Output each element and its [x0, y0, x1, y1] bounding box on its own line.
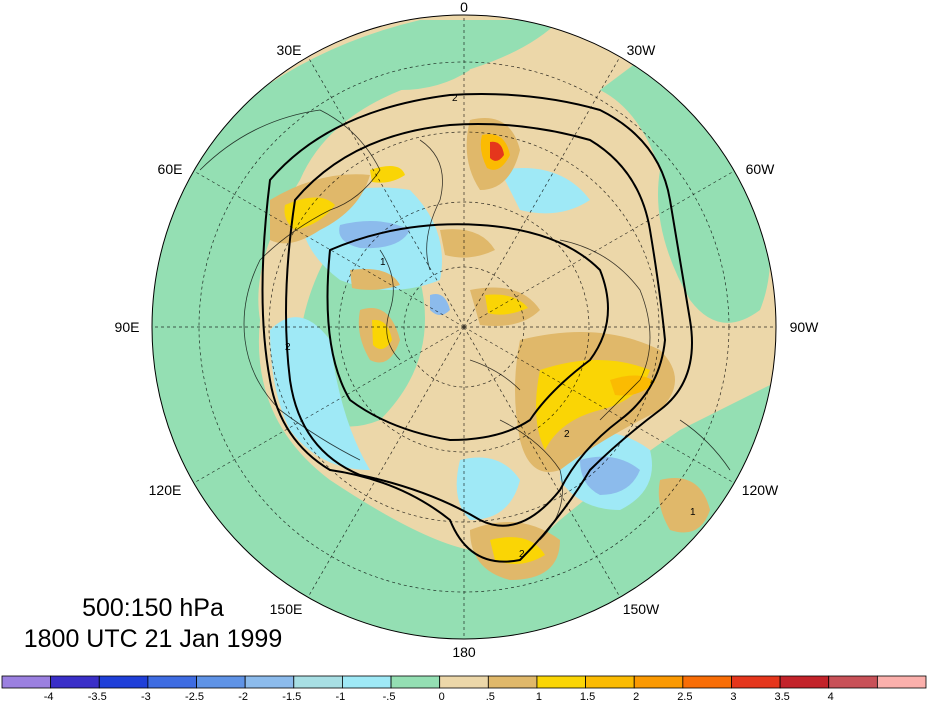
colorbar-swatch — [390, 675, 441, 689]
colorbar-label: -4 — [44, 691, 54, 702]
map-boundary-circle — [151, 14, 777, 640]
contour-label: 2 — [452, 93, 458, 104]
meridian-line — [463, 326, 735, 484]
title-level: 500:150 hPa — [82, 594, 224, 622]
colorbar-label: -3.5 — [88, 691, 107, 702]
colorbar-swatch — [196, 675, 246, 689]
lon-label-90w: 90W — [790, 319, 820, 335]
colorbar-label: 0 — [439, 691, 445, 702]
lon-label-60e: 60E — [158, 161, 183, 177]
lon-label-150e: 150E — [270, 601, 303, 617]
colorbar-swatch — [293, 675, 343, 689]
colorbar-label: 1 — [536, 691, 542, 702]
colorbar-swatch — [585, 675, 635, 689]
meridian-line — [307, 326, 465, 598]
colorbar-swatch — [633, 675, 684, 689]
title-datetime: 1800 UTC 21 Jan 1999 — [24, 625, 283, 653]
contour-label: 2 — [519, 549, 525, 560]
meridian-line — [193, 170, 465, 328]
meridian-line — [307, 56, 465, 328]
lon-label-150w: 150W — [623, 601, 660, 617]
colorbar-label: -1.5 — [282, 691, 301, 702]
colorbar-swatch — [1, 675, 52, 689]
colorbar-swatch — [439, 675, 489, 689]
colorbar-label: .5 — [486, 691, 495, 702]
meridian-line — [463, 56, 621, 328]
colorbar-label: -.5 — [383, 691, 396, 702]
colorbar-swatch — [779, 675, 830, 689]
meridian-line — [193, 326, 465, 484]
lon-label-180: 180 — [452, 644, 476, 660]
colorbar-swatch — [147, 675, 197, 689]
contour-label: 1 — [690, 507, 696, 518]
colorbar-swatch — [682, 675, 732, 689]
colorbar-label: -1 — [336, 691, 346, 702]
colorbar-label: 3 — [730, 691, 736, 702]
colorbar-swatch — [342, 675, 392, 689]
colorbar-swatch — [731, 675, 781, 689]
colorbar-label: 1.5 — [580, 691, 595, 702]
contour-labels: 2 2 2 2 1 1 — [285, 93, 696, 560]
longitude-labels: 0 30W 60W 90W 120W 150W 180 150E 120E 90… — [115, 0, 820, 660]
map-title: 500:150 hPa 1800 UTC 21 Jan 1999 — [24, 594, 283, 653]
colorbar-label: 2 — [633, 691, 639, 702]
colorbar-swatch — [244, 675, 295, 689]
colorbar-swatch — [828, 675, 878, 689]
contour-label: 2 — [285, 342, 291, 353]
anomaly-max — [490, 141, 504, 161]
anomaly-strong-positive — [480, 134, 655, 396]
lon-label-90e: 90E — [115, 319, 140, 335]
colorbar-swatch — [536, 675, 586, 689]
colorbar-label: 3.5 — [774, 691, 789, 702]
lon-label-30e: 30E — [277, 42, 302, 58]
colorbar-swatch — [487, 675, 538, 689]
map-disk: 2 2 2 2 1 1 — [152, 15, 776, 639]
lon-label-120e: 120E — [149, 482, 182, 498]
colorbar-label: -2 — [238, 691, 248, 702]
colorbar-swatch — [50, 675, 100, 689]
lon-label-60w: 60W — [746, 161, 776, 177]
graticule — [152, 15, 776, 639]
contour-lines — [261, 93, 693, 563]
colorbar-label: 4 — [828, 691, 834, 702]
colorbar: -4 -3.5 -3 -2.5 -2 -1.5 -1 -.5 0 .5 1 1.5 2 2.5 3 3.5 4 — [1, 675, 927, 702]
contour-label: 2 — [564, 429, 570, 440]
colorbar-label: 2.5 — [677, 691, 692, 702]
meridian-line — [463, 170, 735, 328]
lon-label-0: 0 — [460, 0, 468, 15]
colorbar-label: -3 — [141, 691, 151, 702]
meridian-line — [463, 326, 621, 598]
contour-label: 1 — [380, 257, 386, 268]
colorbar-swatch — [876, 675, 927, 689]
lon-label-120w: 120W — [742, 482, 779, 498]
colorbar-label: -2.5 — [185, 691, 204, 702]
colorbar-swatch — [98, 675, 149, 689]
lon-label-30w: 30W — [627, 42, 657, 58]
